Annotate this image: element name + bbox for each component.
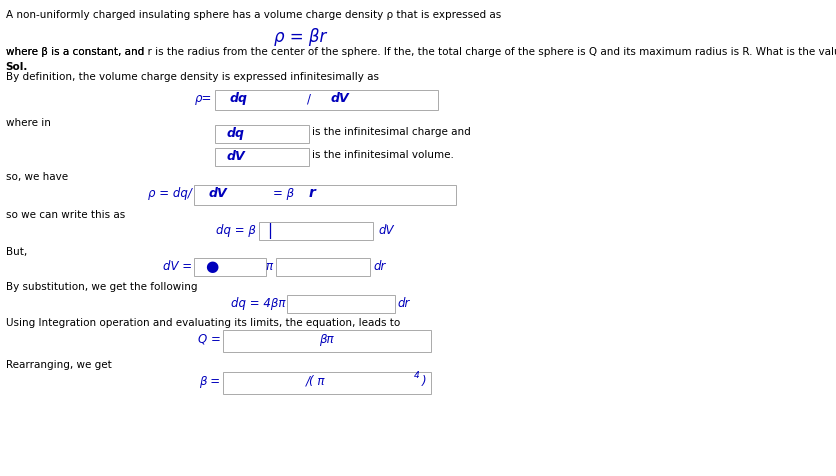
Text: /( π: /( π <box>306 375 326 388</box>
FancyBboxPatch shape <box>216 125 308 143</box>
Text: ρ = dq/: ρ = dq/ <box>148 187 191 200</box>
Text: dr: dr <box>397 297 410 310</box>
Text: ρ=: ρ= <box>195 92 212 105</box>
Text: By definition, the volume charge density is expressed infinitesimally as: By definition, the volume charge density… <box>6 72 379 82</box>
Text: π: π <box>265 260 273 273</box>
Text: dV: dV <box>227 150 245 163</box>
Text: β =: β = <box>199 375 221 388</box>
Text: /: / <box>307 92 311 105</box>
Text: 4: 4 <box>414 371 420 380</box>
Text: dq = 4βπ: dq = 4βπ <box>231 297 285 310</box>
Text: A non-uniformly charged insulating sphere has a volume charge density ρ that is : A non-uniformly charged insulating spher… <box>6 10 501 20</box>
Text: |: | <box>267 223 272 239</box>
Text: dV: dV <box>208 187 227 200</box>
Text: dq = β: dq = β <box>216 224 256 237</box>
FancyBboxPatch shape <box>258 222 374 240</box>
FancyBboxPatch shape <box>222 330 431 352</box>
FancyBboxPatch shape <box>222 372 431 394</box>
Text: is the infinitesimal volume.: is the infinitesimal volume. <box>312 150 453 160</box>
Text: where in: where in <box>6 118 51 128</box>
FancyBboxPatch shape <box>216 148 308 166</box>
Text: Sol.: Sol. <box>6 62 28 72</box>
Text: r: r <box>308 186 316 200</box>
FancyBboxPatch shape <box>288 295 395 313</box>
Text: = β: = β <box>273 187 294 200</box>
Text: dV =: dV = <box>163 260 191 273</box>
Text: dr: dr <box>374 260 385 273</box>
Text: where β is a constant, and: where β is a constant, and <box>6 47 147 57</box>
Text: ): ) <box>421 375 426 388</box>
FancyBboxPatch shape <box>277 258 370 276</box>
Text: Rearranging, we get: Rearranging, we get <box>6 360 111 370</box>
Text: where β is a constant, and r is the radius from the center of the sphere. If the: where β is a constant, and r is the radi… <box>6 47 836 57</box>
Text: By substitution, we get the following: By substitution, we get the following <box>6 282 197 292</box>
Text: But,: But, <box>6 247 27 257</box>
Text: dV: dV <box>379 224 394 237</box>
Text: so we can write this as: so we can write this as <box>6 210 125 220</box>
Text: dV: dV <box>330 92 349 105</box>
FancyBboxPatch shape <box>194 185 456 205</box>
FancyBboxPatch shape <box>216 90 438 110</box>
Text: ρ = βr: ρ = βr <box>274 28 326 46</box>
Text: is the infinitesimal charge and: is the infinitesimal charge and <box>312 127 471 137</box>
Text: βπ: βπ <box>319 333 334 346</box>
Text: ●: ● <box>205 259 218 274</box>
Text: dq: dq <box>227 127 244 140</box>
Text: so, we have: so, we have <box>6 172 68 182</box>
Text: Q =: Q = <box>197 333 221 346</box>
Text: dq: dq <box>230 92 247 105</box>
Text: Using Integration operation and evaluating its limits, the equation, leads to: Using Integration operation and evaluati… <box>6 318 400 328</box>
FancyBboxPatch shape <box>194 258 266 276</box>
